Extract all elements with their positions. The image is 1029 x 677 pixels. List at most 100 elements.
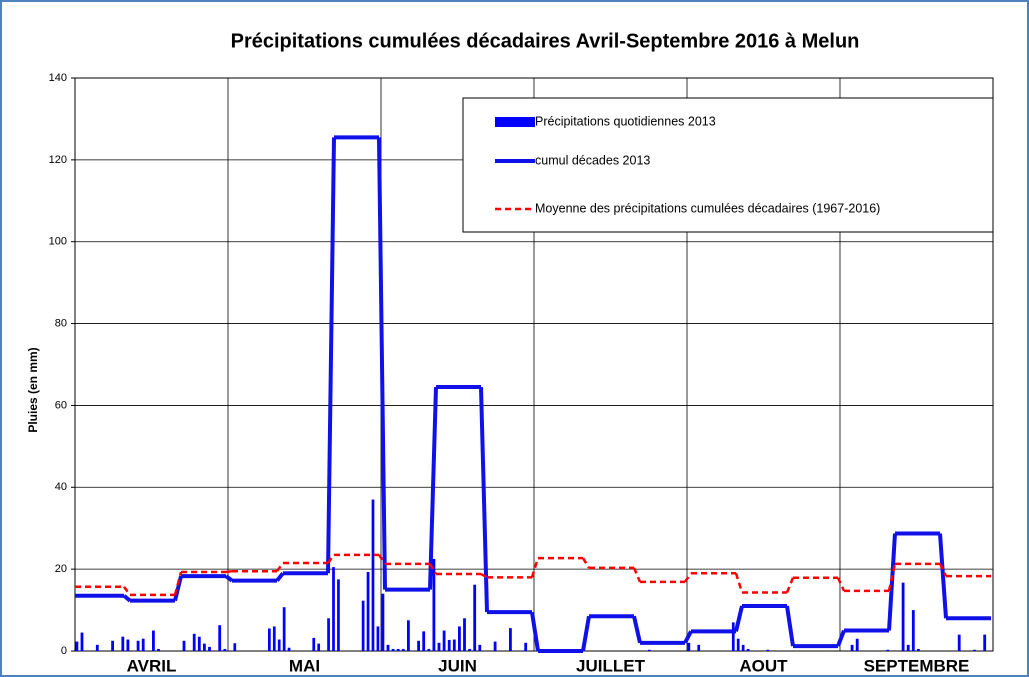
y-tick-label: 0: [61, 645, 67, 657]
y-tick-label: 120: [49, 154, 67, 166]
daily-bar: [983, 634, 987, 651]
y-tick-label: 60: [55, 399, 67, 411]
daily-bar: [152, 630, 155, 651]
connector: [225, 569, 233, 574]
chart-title: Précipitations cumulées décadaires Avril…: [231, 30, 860, 52]
daily-bar: [886, 649, 890, 651]
daily-bar: [287, 647, 291, 651]
daily-bar: [203, 643, 206, 651]
plot-frame: [74, 77, 994, 652]
daily-bar: [121, 636, 125, 651]
daily-bar: [208, 646, 211, 651]
connector: [326, 554, 336, 564]
daily-bar: [157, 648, 160, 651]
daily-bar: [697, 644, 701, 651]
connector: [887, 533, 897, 631]
daily-bar: [126, 639, 130, 651]
daily-bar: [458, 626, 461, 651]
connector: [683, 572, 693, 583]
connector: [377, 554, 387, 565]
connector: [275, 571, 285, 582]
daily-bar: [282, 607, 286, 651]
daily-bar: [731, 622, 735, 651]
connector: [938, 533, 948, 619]
daily-bar: [95, 644, 99, 651]
connector: [938, 563, 948, 577]
y-tick-label: 20: [55, 563, 67, 575]
connector: [581, 615, 591, 652]
legend-label: cumul décades 2013: [535, 153, 650, 167]
daily-bar: [376, 626, 380, 651]
x-tick-label: AOUT: [739, 656, 788, 675]
y-tick-label: 40: [55, 481, 67, 493]
connector: [428, 386, 438, 590]
x-tick-label: AVRIL: [127, 656, 177, 675]
legend-swatch: [495, 117, 535, 127]
daily-bar: [182, 640, 186, 651]
y-axis-label: Pluies (en mm): [26, 347, 40, 432]
daily-bar: [327, 618, 330, 651]
connector: [836, 629, 846, 647]
daily-bar: [648, 649, 651, 651]
daily-bar: [855, 638, 859, 651]
daily-bar: [197, 636, 201, 651]
daily-bar: [493, 641, 497, 651]
daily-bar: [468, 648, 472, 651]
daily-bar: [371, 499, 375, 651]
daily-bar: [437, 642, 441, 651]
daily-bar: [973, 649, 976, 651]
connector: [224, 574, 234, 583]
daily-bar: [736, 638, 740, 651]
connector: [480, 572, 488, 579]
y-tick-label: 80: [55, 317, 67, 329]
daily-bar: [272, 626, 276, 651]
daily-bar: [277, 639, 281, 651]
connector: [632, 567, 642, 583]
daily-bar: [141, 638, 145, 651]
daily-bar: [317, 643, 321, 651]
y-tick-label: 140: [49, 72, 67, 84]
daily-bar: [473, 584, 477, 651]
legend-box: [462, 97, 994, 233]
daily-bar: [267, 628, 271, 651]
daily-bar: [337, 579, 340, 651]
daily-bar: [396, 648, 400, 651]
daily-bar: [136, 640, 140, 651]
connector: [122, 594, 132, 603]
daily-bar: [447, 639, 451, 651]
legend-label: Précipitations quotidiennes 2013: [535, 114, 716, 128]
daily-bar: [312, 637, 316, 651]
daily-bar: [192, 633, 196, 651]
connector: [683, 630, 693, 644]
connector: [479, 386, 489, 613]
daily-bar: [422, 631, 426, 651]
connector: [734, 605, 744, 632]
x-tick-label: SEPTEMBRE: [864, 656, 970, 675]
daily-bar: [911, 610, 915, 651]
daily-bar: [223, 648, 227, 651]
daily-bar: [478, 644, 482, 651]
daily-bar: [366, 572, 370, 651]
legend-label: Moyenne des précipitations cumulées déca…: [535, 201, 880, 215]
daily-bar: [233, 643, 237, 651]
daily-bar: [957, 634, 961, 651]
daily-bar: [452, 639, 456, 651]
daily-bar: [407, 620, 410, 651]
daily-bar: [524, 642, 528, 651]
x-tick-label: MAI: [289, 656, 320, 675]
connector: [428, 563, 438, 575]
y-tick-label: 100: [49, 236, 67, 248]
daily-bar: [850, 644, 854, 651]
daily-bar: [111, 640, 115, 651]
connector: [173, 571, 183, 596]
x-tick-label: JUIN: [438, 656, 477, 675]
daily-bar: [917, 648, 920, 651]
daily-bar: [766, 649, 770, 651]
daily-bar: [741, 644, 745, 651]
daily-bar: [432, 558, 436, 651]
connector: [581, 557, 591, 569]
connector: [377, 137, 387, 590]
daily-bar: [401, 648, 405, 651]
daily-bar: [381, 593, 385, 651]
